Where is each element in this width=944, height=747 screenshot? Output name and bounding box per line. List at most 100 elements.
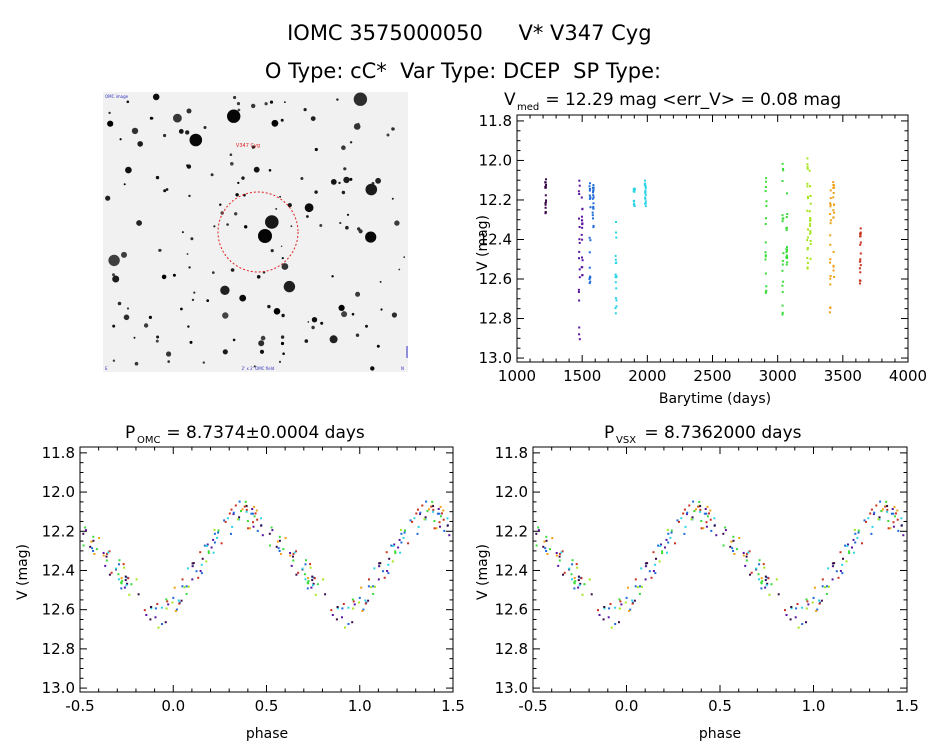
phase-vsx-point (580, 577, 583, 580)
lightcurve-point (785, 248, 788, 251)
lightcurve-point (578, 257, 580, 260)
phase-omc-point (173, 586, 176, 589)
sky-star (280, 335, 285, 339)
sky-star (230, 268, 235, 272)
phase-vsx-point (768, 593, 771, 596)
sky-star (163, 133, 167, 138)
phase-omc-point (353, 603, 356, 606)
phase-omc-point (206, 543, 209, 546)
sky-star (230, 162, 234, 166)
phase-vsx-xtick-label: 1.0 (802, 697, 826, 715)
phase-omc-point (387, 563, 390, 566)
lightcurve-point (764, 223, 767, 225)
phase-omc-point (125, 584, 128, 587)
phase-vsx-title-main: P (604, 423, 614, 443)
sky-star (121, 251, 127, 258)
lightcurve-point (615, 231, 617, 234)
sky-star (226, 223, 229, 226)
lightcurve-point (615, 287, 618, 290)
lightcurve-point (781, 284, 784, 287)
phase-vsx-point (555, 554, 558, 557)
phase-vsx-point (884, 505, 887, 508)
phase-omc-point (143, 609, 146, 612)
phase-vsx-point (722, 532, 725, 535)
phase-omc-point (295, 550, 297, 553)
phase-vsx-point (624, 601, 627, 604)
phase-vsx-point (614, 606, 617, 609)
lightcurve-point (782, 169, 785, 172)
sky-star (119, 138, 122, 141)
phase-omc-point (130, 583, 133, 586)
phase-omc-point (240, 510, 242, 512)
phase-vsx-point (892, 525, 895, 528)
phase-omc-point (127, 577, 130, 580)
phase-vsx-point (831, 562, 834, 565)
phase-vsx-point (694, 508, 697, 511)
phase-vsx-point (574, 580, 577, 583)
phase-omc-point (165, 598, 168, 601)
image-corner-label-bottom-right: N (401, 366, 404, 371)
lightcurve-point (544, 206, 547, 209)
phase-vsx-point (690, 518, 693, 521)
sky-star (220, 211, 224, 215)
phase-omc-point (313, 577, 316, 580)
phase-omc-point (423, 518, 426, 521)
phase-omc-point (419, 511, 422, 514)
lightcurve-point (589, 206, 592, 209)
sky-star (137, 141, 143, 147)
phase-omc-point (400, 532, 403, 535)
phase-omc-point (180, 599, 183, 602)
lightcurve-point (781, 220, 784, 223)
lightcurve-point (589, 275, 591, 278)
sky-star (227, 109, 241, 123)
phase-vsx-title-sub: VSX (616, 435, 636, 446)
phase-vsx-points (535, 500, 905, 629)
phase-omc-point (82, 544, 85, 547)
phase-omc-point (409, 519, 412, 522)
lightcurve-point (829, 202, 832, 205)
sky-star (307, 321, 310, 323)
phase-omc-point (322, 578, 325, 581)
lightcurve-point (829, 258, 832, 261)
lightcurve-point (578, 338, 581, 341)
lightcurve-point (806, 167, 809, 170)
phase-omc-ytick-label: 12.2 (42, 522, 75, 540)
phase-omc-point (309, 566, 312, 569)
phase-vsx-point (634, 578, 637, 581)
lightcurve-xtick-label: 4000 (889, 367, 927, 385)
phase-vsx-point (745, 559, 748, 562)
lightcurve-point (806, 266, 809, 269)
lightcurve-point (832, 265, 835, 268)
phase-vsx-point (636, 586, 639, 589)
phase-vsx-point (576, 566, 579, 569)
lightcurve-ytick-label: 12.4 (479, 230, 512, 248)
phase-omc-point (289, 552, 292, 554)
image-corner-label-top-left: OMC image (105, 94, 129, 99)
phase-vsx-point (826, 585, 828, 588)
sky-star (166, 351, 172, 357)
lightcurve-point (592, 202, 595, 205)
lightcurve-xtick-label: 2000 (628, 367, 666, 385)
phase-vsx-point (831, 565, 834, 568)
lightcurve-point (782, 217, 785, 220)
phase-vsx-point (885, 500, 888, 503)
lightcurve-point (764, 255, 767, 258)
phase-vsx-title-rest: = 8.7362000 days (639, 423, 802, 443)
lightcurve-point (764, 241, 767, 244)
phase-omc-point (416, 532, 419, 535)
phase-vsx-panel: P VSX = 8.7362000 days phase V (mag) -0.… (475, 423, 919, 742)
sky-star (343, 167, 347, 171)
phase-omc-point (117, 573, 120, 576)
phase-vsx-point (573, 587, 576, 590)
phase-vsx-point (863, 519, 866, 522)
phase-omc-point (172, 596, 175, 599)
phase-omc-point (390, 544, 393, 547)
phase-vsx-point (796, 603, 799, 605)
lightcurve-point (806, 248, 809, 251)
sky-star (191, 298, 195, 302)
phase-vsx-ytick-label: 13.0 (495, 679, 528, 697)
phase-omc-point (440, 515, 442, 518)
lightcurve-point (644, 200, 647, 203)
phase-vsx-point (638, 592, 641, 595)
